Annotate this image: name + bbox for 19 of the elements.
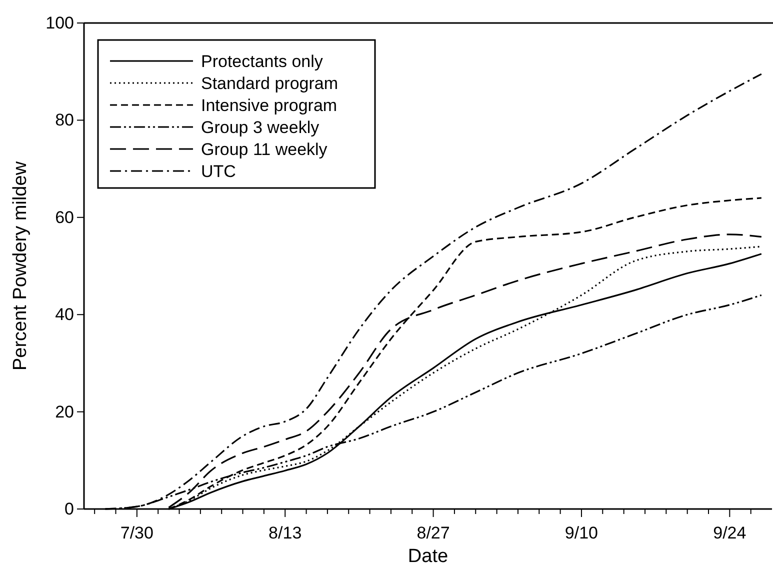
y-tick-label: 0 (64, 499, 74, 518)
y-tick-label: 20 (55, 402, 74, 422)
y-tick-label: 80 (55, 110, 74, 130)
legend-label: Intensive program (201, 96, 338, 115)
legend-label: Protectants only (201, 52, 324, 71)
y-tick-label: 40 (55, 305, 74, 324)
legend-label: Group 11 weekly (201, 140, 328, 159)
x-tick-label: 8/27 (416, 523, 450, 542)
y-axis-title: Percent Powdery mildew (10, 161, 31, 371)
legend-label: Standard program (201, 74, 338, 93)
y-tick-label: 60 (55, 208, 74, 227)
x-axis-title: Date (408, 546, 448, 567)
y-tick-label: 100 (46, 13, 74, 32)
x-tick-label: 7/30 (120, 523, 154, 542)
x-tick-label: 8/13 (268, 523, 302, 542)
x-tick-label: 9/10 (564, 523, 598, 542)
legend-label: UTC (201, 162, 236, 181)
legend-label: Group 3 weekly (201, 118, 320, 137)
x-tick-label: 9/24 (713, 523, 746, 542)
